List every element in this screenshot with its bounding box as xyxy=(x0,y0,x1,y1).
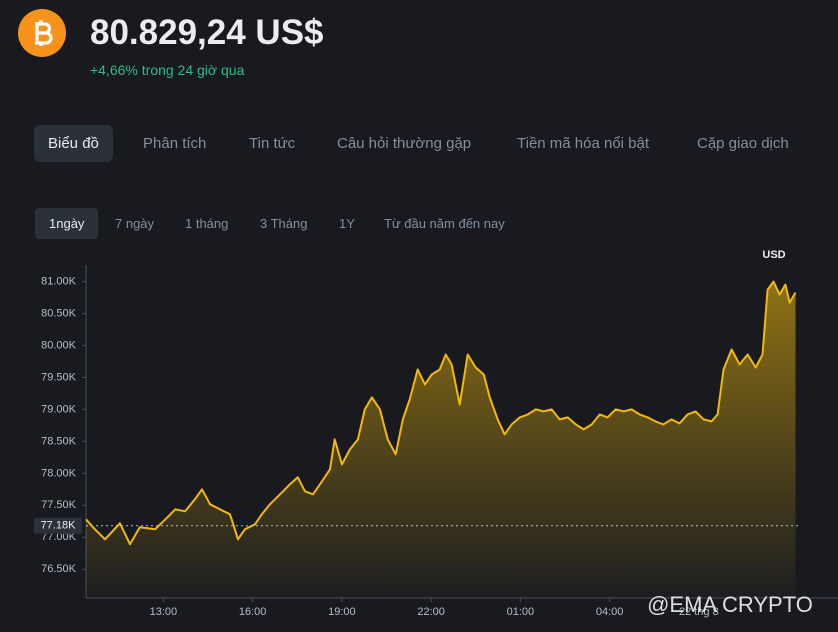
watermark: @EMA CRYPTO xyxy=(647,592,813,617)
tab[interactable]: Biểu đồ xyxy=(34,125,113,162)
currency-label: USD xyxy=(762,249,785,261)
price: 80.829,24 US$ xyxy=(90,13,324,52)
y-tick-label: 78.00K xyxy=(41,467,77,479)
reference-label-box xyxy=(34,517,82,534)
y-tick-label: 80.00K xyxy=(41,339,77,351)
x-tick-label: 01:00 xyxy=(507,606,535,618)
x-tick-label: 22 thg 8 xyxy=(679,606,719,618)
y-tick-label: 79.00K xyxy=(41,403,77,415)
y-tick-label: 78.50K xyxy=(41,435,77,447)
range-tab[interactable]: 1 tháng xyxy=(185,216,229,231)
y-tick-label: 79.50K xyxy=(41,371,77,383)
x-tick-label: 04:00 xyxy=(596,606,624,618)
y-tick-label: 81.00K xyxy=(41,276,77,288)
x-tick-label: 19:00 xyxy=(328,606,356,618)
reference-label: 77.18K xyxy=(41,520,77,532)
tab[interactable]: Phân tích xyxy=(143,135,207,152)
range-tab[interactable]: 1Y xyxy=(339,216,355,231)
y-tick-label: 76.50K xyxy=(41,563,77,575)
tab[interactable]: Câu hỏi thường gặp xyxy=(337,135,472,152)
price-line xyxy=(85,280,797,546)
coin-icon xyxy=(18,9,66,57)
x-tick-label: 22:00 xyxy=(417,606,445,618)
x-tick-label: 16:00 xyxy=(239,606,267,618)
range-tab[interactable]: Từ đầu năm đến nay xyxy=(384,216,505,231)
area-fill xyxy=(86,281,796,598)
y-tick-label: 77.50K xyxy=(41,499,77,511)
x-tick-label: 13:00 xyxy=(150,606,178,618)
range-tab[interactable]: 3 Tháng xyxy=(260,216,308,231)
y-tick-label: 80.50K xyxy=(41,307,77,319)
tab[interactable]: Cặp giao dịch xyxy=(697,135,789,152)
tab[interactable]: Tiền mã hóa nổi bật xyxy=(517,135,650,152)
tab[interactable]: Tin tức xyxy=(249,135,296,152)
range-tab[interactable]: 1ngày xyxy=(35,208,99,239)
bitcoin-glyph xyxy=(35,20,53,46)
y-tick-label: 77.00K xyxy=(41,531,77,543)
range-tab[interactable]: 7 ngày xyxy=(115,216,155,231)
price-change: +4,66% trong 24 giờ qua xyxy=(90,62,245,78)
